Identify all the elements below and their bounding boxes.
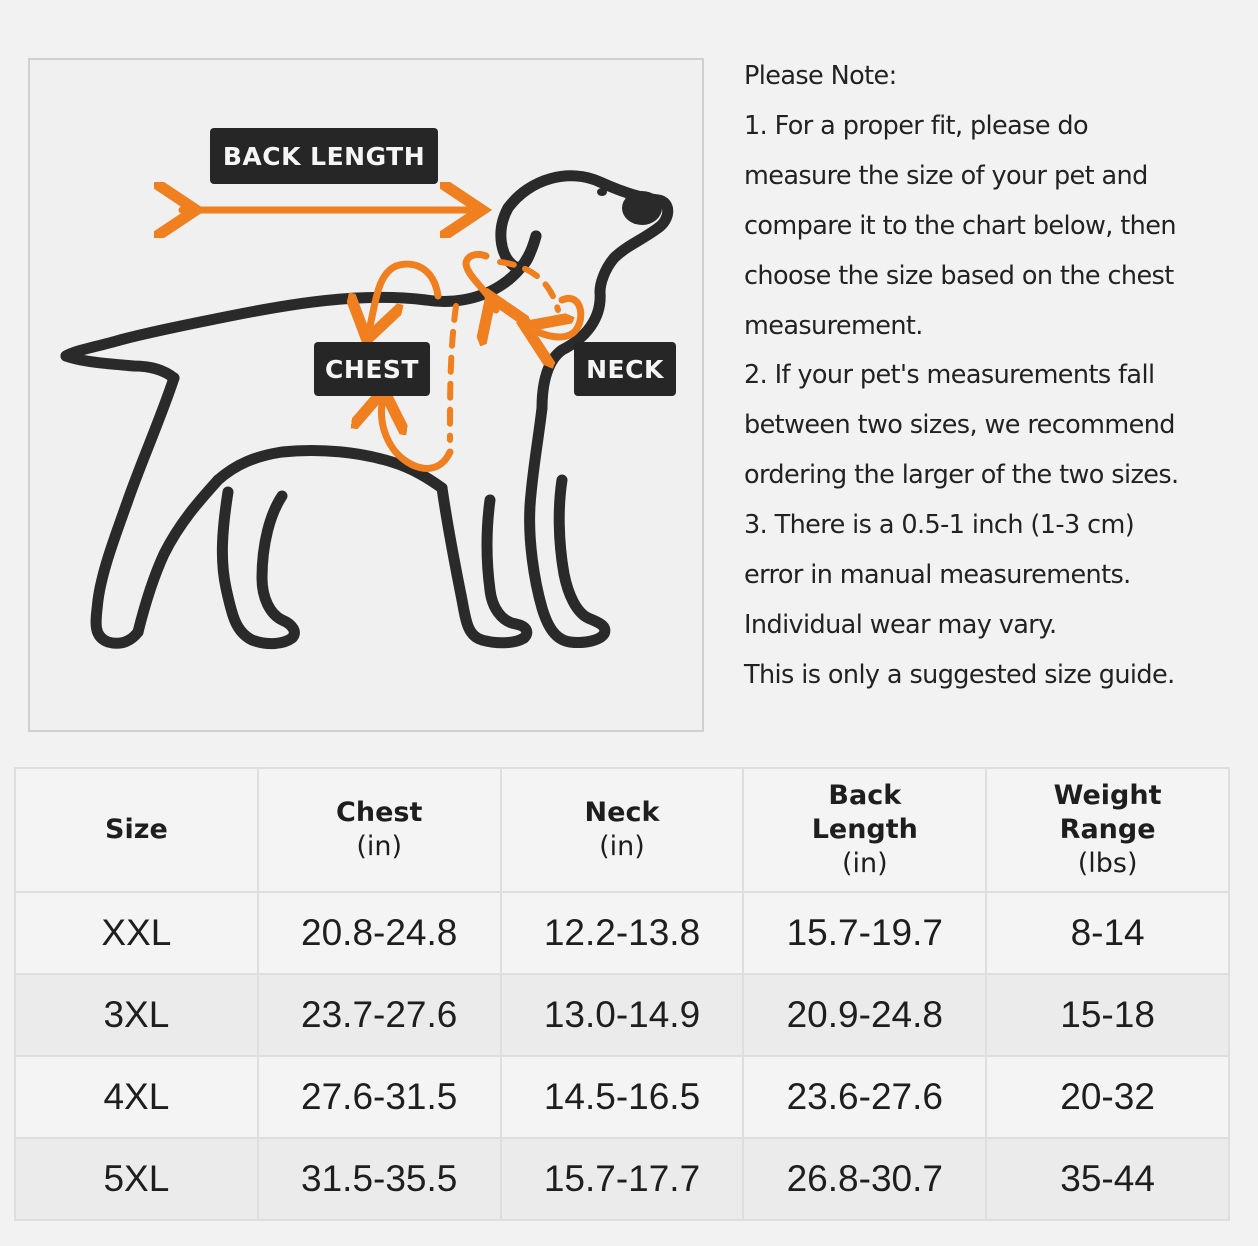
cell-neck: 12.2-13.8 <box>499 891 745 975</box>
header-line: (in) <box>356 831 403 862</box>
header-line: Back <box>828 780 902 811</box>
note-line: ordering the larger of the two sizes. <box>744 460 1179 491</box>
header-line: Neck <box>584 797 660 828</box>
cell-neck: 13.0-14.9 <box>499 973 745 1057</box>
cell-size: 4XL <box>14 1055 259 1139</box>
table-row: XXL 20.8-24.8 12.2-13.8 15.7-19.7 8-14 <box>14 891 1230 975</box>
table-row: 4XL 27.6-31.5 14.5-16.5 23.6-27.6 20-32 <box>14 1055 1230 1139</box>
cell-weight: 20-32 <box>985 1055 1230 1139</box>
cell-back-length: 20.9-24.8 <box>742 973 988 1057</box>
cell-size: XXL <box>14 891 259 975</box>
header-chest: Chest (in) <box>256 767 502 893</box>
cell-size: 3XL <box>14 973 259 1057</box>
neck-label: NECK <box>574 342 676 396</box>
back-length-label: BACK LENGTH <box>210 128 438 184</box>
header-weight-range: Weight Range (lbs) <box>985 767 1230 893</box>
table-row: 5XL 31.5-35.5 15.7-17.7 26.8-30.7 35-44 <box>14 1137 1230 1221</box>
cell-chest: 23.7-27.6 <box>256 973 502 1057</box>
note-line: This is only a suggested size guide. <box>744 659 1175 690</box>
note-line: Individual wear may vary. <box>744 609 1057 640</box>
notes-heading: Please Note: <box>744 61 897 91</box>
size-chart-table: Size Chest (in) Neck (in) Back Length (i… <box>14 767 1230 1221</box>
note-line: measure the size of your pet and <box>744 160 1148 191</box>
header-back-length: Back Length (in) <box>742 767 988 893</box>
header-line: Range <box>1059 814 1156 845</box>
table-row: 3XL 23.7-27.6 13.0-14.9 20.9-24.8 15-18 <box>14 973 1230 1057</box>
cell-back-length: 15.7-19.7 <box>742 891 988 975</box>
note-line: 3. There is a 0.5-1 inch (1-3 cm) <box>744 510 1135 541</box>
size-notes: Please Note: 1. For a proper fit, please… <box>744 52 1249 701</box>
cell-weight: 35-44 <box>985 1137 1230 1221</box>
cell-chest: 31.5-35.5 <box>256 1137 502 1221</box>
dog-outline-icon <box>60 170 674 650</box>
header-line: (in) <box>599 831 645 862</box>
header-neck: Neck (in) <box>499 767 745 893</box>
cell-neck: 15.7-17.7 <box>499 1137 745 1221</box>
chest-label: CHEST <box>314 342 430 396</box>
note-line: 2. If your pet's measurements fall <box>744 360 1155 391</box>
header-line: Length <box>811 814 918 845</box>
header-line: (lbs) <box>1077 848 1138 879</box>
note-line: measurement. <box>744 310 923 341</box>
cell-back-length: 23.6-27.6 <box>742 1055 988 1139</box>
table-header-row: Size Chest (in) Neck (in) Back Length (i… <box>14 767 1230 893</box>
cell-back-length: 26.8-30.7 <box>742 1137 988 1221</box>
header-size: Size <box>14 767 259 893</box>
header-line: Chest <box>336 797 423 828</box>
note-line: between two sizes, we recommend <box>744 410 1175 441</box>
note-line: error in manual measurements. <box>744 560 1131 591</box>
note-line: compare it to the chart below, then <box>744 210 1176 241</box>
cell-neck: 14.5-16.5 <box>499 1055 745 1139</box>
cell-weight: 15-18 <box>985 973 1230 1057</box>
note-line: choose the size based on the chest <box>744 260 1174 291</box>
cell-size: 5XL <box>14 1137 259 1221</box>
cell-chest: 20.8-24.8 <box>256 891 502 975</box>
note-line: 1. For a proper fit, please do <box>744 110 1089 141</box>
cell-chest: 27.6-31.5 <box>256 1055 502 1139</box>
header-line: (in) <box>841 848 888 879</box>
header-line: Weight <box>1053 780 1162 811</box>
header-line: Size <box>105 814 168 845</box>
cell-weight: 8-14 <box>985 891 1230 975</box>
measurement-diagram: BACK LENGTH CHEST NECK <box>28 58 704 732</box>
